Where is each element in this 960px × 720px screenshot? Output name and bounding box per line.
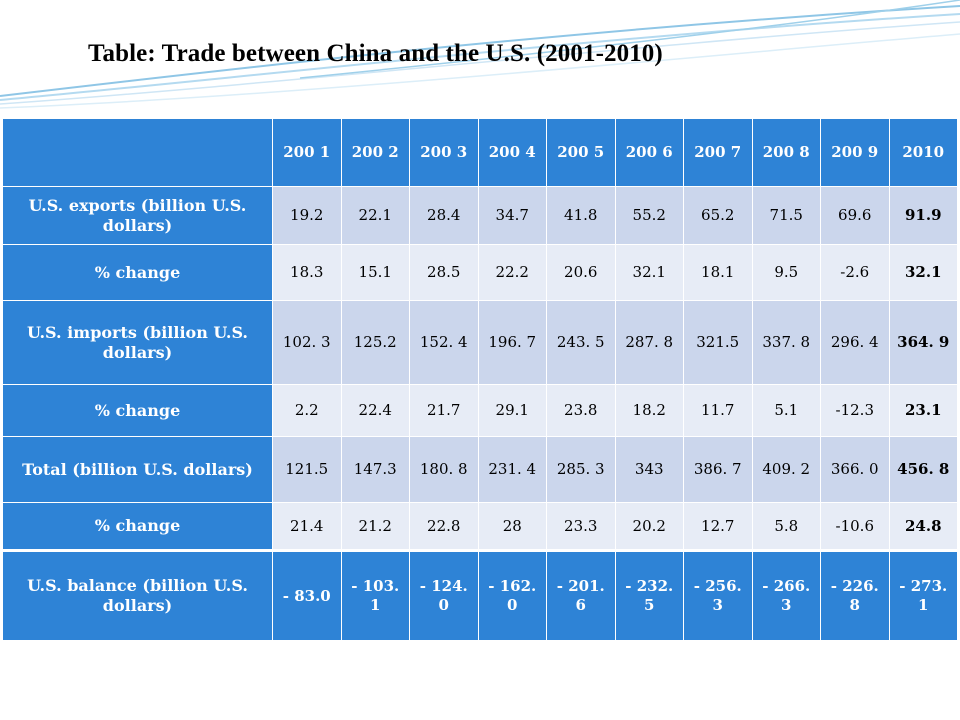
table-row: U.S. imports (billion U.S. dollars) 102. … [2,300,958,385]
table-cell: 69.6 [820,186,890,245]
decorative-swoosh [0,0,960,109]
table-cell: - 232. 5 [614,549,684,641]
table-cell: 5.1 [751,384,821,437]
table-cell: 9.5 [751,244,821,301]
table-cell: 243. 5 [546,300,616,385]
year-header: 200 9 [820,118,890,187]
year-header: 200 3 [409,118,479,187]
table-cell: 21.7 [409,384,479,437]
table-cell: 22.2 [477,244,547,301]
year-header: 200 6 [614,118,684,187]
table-cell: 41.8 [546,186,616,245]
table-cell: 456. 8 [888,436,958,503]
table-cell: 28 [477,502,547,551]
table-cell: 28.5 [409,244,479,301]
table-row: % change 2.2 22.4 21.7 29.1 23.8 18.2 11.7 5.1 -1… [2,384,958,437]
year-header: 200 4 [477,118,547,187]
table-cell: 180. 8 [409,436,479,503]
year-header: 200 7 [683,118,753,187]
trade-table: 200 1 200 2 200 3 200 4 200 5 200 6 200 7 200 8… [2,118,958,641]
table-cell: 15.1 [340,244,410,301]
year-header: 200 2 [340,118,410,187]
page-title: Table: Trade between China and the U.S. … [88,40,663,67]
row-label: U.S. imports (billion U.S. dollars) [2,300,273,385]
year-header: 200 8 [751,118,821,187]
table-cell: 19.2 [272,186,342,245]
table-cell: 18.3 [272,244,342,301]
table-cell: 65.2 [683,186,753,245]
table-cell: 287. 8 [614,300,684,385]
table-cell: 321.5 [683,300,753,385]
table-cell: 21.2 [340,502,410,551]
table-cell: 196. 7 [477,300,547,385]
row-label: % change [2,384,273,437]
table-row: U.S. exports (billion U.S. dollars) 19.2 2… [2,186,958,245]
table-cell: - 266. 3 [751,549,821,641]
row-label: U.S. balance (billion U.S. dollars) [2,549,273,641]
table-cell: 28.4 [409,186,479,245]
corner-cell [2,118,273,187]
table-cell: 22.8 [409,502,479,551]
table-cell: 12.7 [683,502,753,551]
table-cell: 364. 9 [888,300,958,385]
row-label: U.S. exports (billion U.S. dollars) [2,186,273,245]
table-row: U.S. balance (billion U.S. dollars) - 83.… [2,549,958,641]
table-cell: 22.1 [340,186,410,245]
table-cell: - 226. 8 [820,549,890,641]
table-cell: 231. 4 [477,436,547,503]
table-cell: 20.6 [546,244,616,301]
table-row: Total (billion U.S. dollars) 121.5 147.3 18… [2,436,958,503]
table-cell: 5.8 [751,502,821,551]
table-cell: 2.2 [272,384,342,437]
table-cell: 366. 0 [820,436,890,503]
table-cell: - 162. 0 [477,549,547,641]
table-cell: 125.2 [340,300,410,385]
table-cell: -10.6 [820,502,890,551]
header-row: 200 1 200 2 200 3 200 4 200 5 200 6 200 7 200 8… [2,118,958,187]
table-cell: 152. 4 [409,300,479,385]
table-cell: 32.1 [614,244,684,301]
table-cell: 24.8 [888,502,958,551]
year-header: 200 1 [272,118,342,187]
table-cell: - 273. 1 [888,549,958,641]
table-cell: 71.5 [751,186,821,245]
table-cell: - 256. 3 [683,549,753,641]
table-cell: 29.1 [477,384,547,437]
row-label: % change [2,244,273,301]
table-row: % change 21.4 21.2 22.8 28 23.3 20.2 12.7 5.8 -10… [2,502,958,551]
table-cell: 18.1 [683,244,753,301]
table-cell: 102. 3 [272,300,342,385]
table-cell: 18.2 [614,384,684,437]
table-cell: 147.3 [340,436,410,503]
table-cell: - 83.0 [272,549,342,641]
table-cell: 20.2 [614,502,684,551]
table-cell: - 201. 6 [546,549,616,641]
table-cell: 23.8 [546,384,616,437]
table-cell: 91.9 [888,186,958,245]
table-cell: 21.4 [272,502,342,551]
table-cell: 23.3 [546,502,616,551]
year-header: 200 5 [546,118,616,187]
table-cell: 32.1 [888,244,958,301]
table-cell: 409. 2 [751,436,821,503]
table-cell: 55.2 [614,186,684,245]
table-cell: 22.4 [340,384,410,437]
row-label: % change [2,502,273,551]
row-label: Total (billion U.S. dollars) [2,436,273,503]
table-row: % change 18.3 15.1 28.5 22.2 20.6 32.1 18.1 9.5-… [2,244,958,301]
table-cell: -12.3 [820,384,890,437]
table-cell: 11.7 [683,384,753,437]
year-header: 2010 [888,118,958,187]
table-cell: 34.7 [477,186,547,245]
table-cell: 296. 4 [820,300,890,385]
table-cell: 285. 3 [546,436,616,503]
table-cell: 121.5 [272,436,342,503]
table-cell: - 103. 1 [340,549,410,641]
table-cell: 386. 7 [683,436,753,503]
table-cell: 337. 8 [751,300,821,385]
table-cell: 343 [614,436,684,503]
table-cell: - 124. 0 [409,549,479,641]
table-cell: -2.6 [820,244,890,301]
table-cell: 23.1 [888,384,958,437]
